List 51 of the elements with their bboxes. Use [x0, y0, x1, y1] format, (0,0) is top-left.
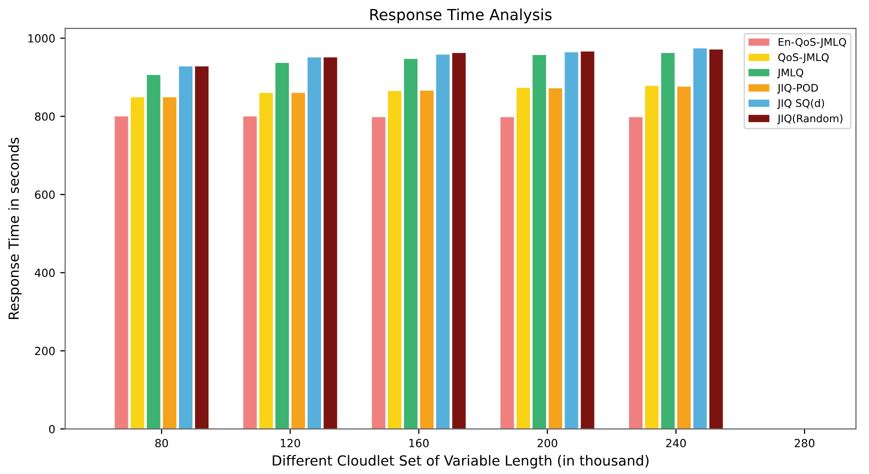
bar: [564, 52, 578, 429]
bar: [420, 90, 434, 429]
x-axis-title: Different Cloudlet Set of Variable Length (in thousand): [272, 455, 648, 468]
x-tick-label: 280: [794, 438, 814, 448]
bar: [645, 86, 659, 429]
bar: [324, 57, 338, 429]
bar: [243, 116, 257, 429]
legend-label: QoS-JMLQ: [778, 53, 829, 64]
bar: [532, 55, 546, 429]
y-tick-label: 0: [49, 424, 55, 434]
bar: [693, 48, 707, 429]
bar: [372, 117, 386, 429]
bar: [500, 117, 514, 429]
legend-label: JIQ SQ(d): [777, 98, 824, 109]
legend-label: En-QoS-JMLQ: [778, 38, 846, 48]
y-tick-label: 1000: [28, 34, 55, 43]
y-tick-label: 800: [35, 112, 55, 121]
y-tick-label: 400: [34, 268, 55, 278]
bar: [130, 97, 144, 429]
bar: [259, 92, 273, 429]
bar: [146, 74, 160, 429]
bar: [388, 90, 402, 429]
legend-label: JIQ-POD: [777, 84, 818, 94]
bar: [195, 66, 209, 429]
x-tick-label: 80: [155, 438, 168, 448]
chart-title: Response Time Analysis: [370, 8, 552, 24]
x-tick-label: 160: [409, 438, 429, 448]
bar: [436, 54, 450, 429]
x-tick-label: 200: [538, 438, 558, 448]
bar: [452, 53, 466, 429]
bar: [275, 62, 289, 429]
legend-label: JMLQ: [777, 68, 804, 78]
y-axis-title: Response Time in seconds: [8, 138, 22, 320]
y-tick-label: 600: [35, 190, 55, 199]
bar: [308, 57, 322, 429]
x-tick-label: 120: [280, 438, 300, 448]
bar: [677, 86, 691, 429]
bar: [162, 97, 176, 429]
bar: [661, 53, 675, 429]
bar: [291, 92, 305, 429]
bar: [114, 116, 128, 429]
bar: [709, 50, 723, 429]
bar: [580, 51, 594, 429]
bar: [548, 88, 562, 429]
bar: [178, 66, 192, 429]
bar: [404, 58, 418, 429]
bar: [629, 117, 643, 429]
legend-label: JIQ(Random): [777, 114, 842, 124]
y-tick-label: 200: [35, 346, 55, 356]
x-tick-label: 240: [666, 438, 686, 448]
bar: [516, 88, 530, 429]
